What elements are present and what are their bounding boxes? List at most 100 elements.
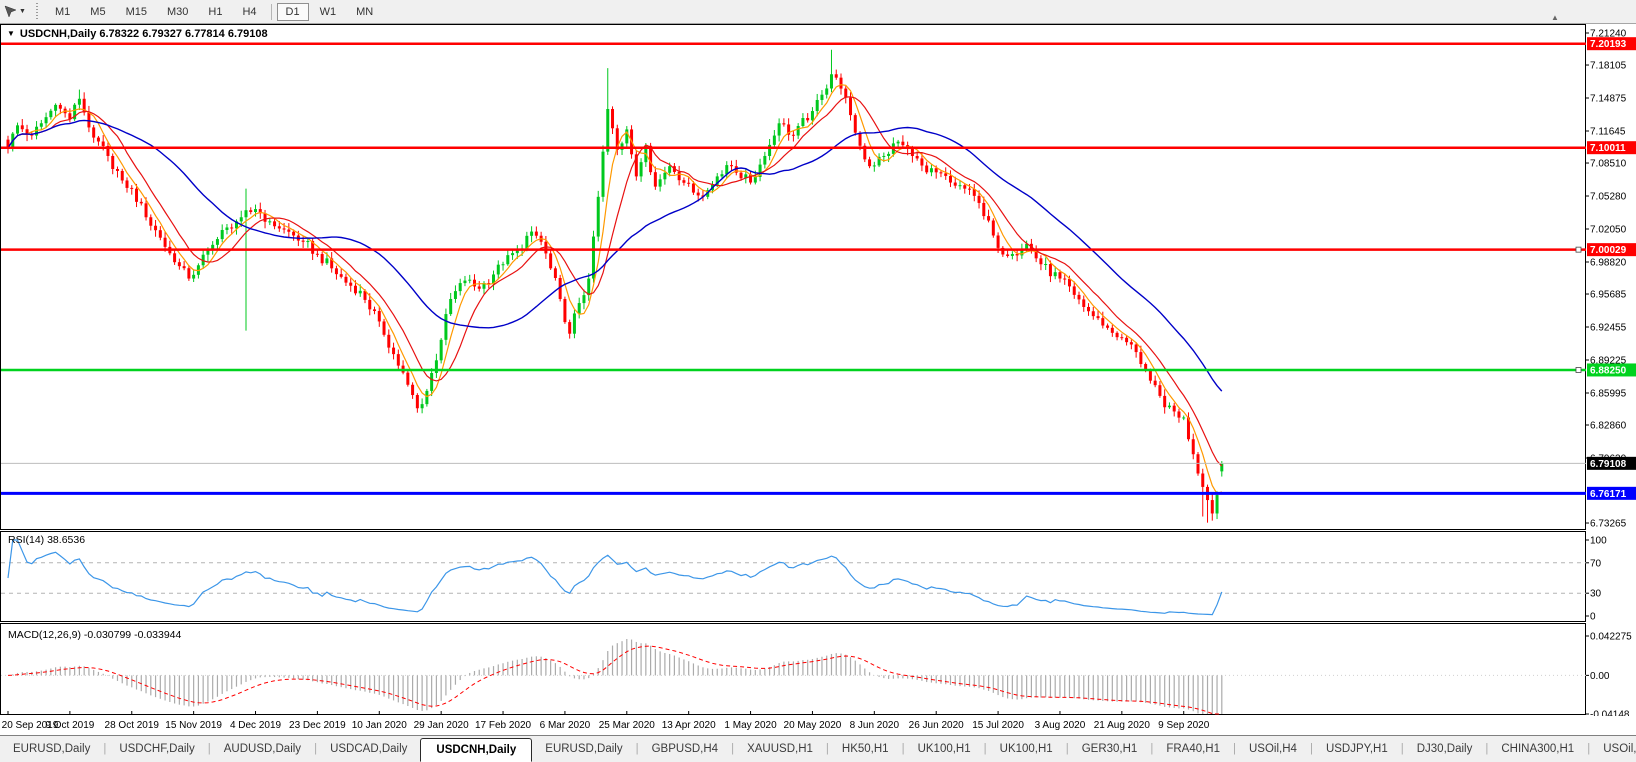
date-label: 28 Oct 2019 — [104, 720, 159, 731]
svg-text:7.20193: 7.20193 — [1590, 39, 1627, 50]
tab-audusd-daily[interactable]: AUDUSD,Daily — [223, 743, 302, 755]
cursor-icon — [4, 5, 17, 18]
cursor-dropdown-icon[interactable]: ▼ — [19, 8, 26, 15]
svg-text:7.18105: 7.18105 — [1590, 61, 1627, 72]
date-label: 17 Feb 2020 — [474, 720, 532, 731]
tab-separator: | — [103, 743, 107, 755]
tab-dj30-daily[interactable]: DJ30,Daily — [1416, 743, 1473, 755]
hlines-layer — [1, 42, 1586, 495]
svg-text:6.73265: 6.73265 — [1590, 519, 1627, 530]
svg-text:6.95685: 6.95685 — [1590, 290, 1627, 301]
tab-separator: | — [635, 743, 639, 755]
tab-separator: | — [1150, 743, 1154, 755]
price-axis: 7.21240 7.18105 7.14875 7.11645 7.08510 7.052… — [1586, 29, 1636, 530]
tab-separator: | — [825, 743, 829, 755]
svg-text:6.85995: 6.85995 — [1590, 388, 1627, 399]
svg-text:6.76171: 6.76171 — [1590, 489, 1627, 500]
svg-text:6.88250: 6.88250 — [1590, 365, 1627, 376]
tab-uk100-h1[interactable]: UK100,H1 — [999, 743, 1053, 755]
tab-separator: | — [731, 743, 735, 755]
tab-usoil-h4[interactable]: USOil,H4 — [1249, 743, 1297, 755]
svg-text:6.92455: 6.92455 — [1590, 323, 1627, 334]
date-label: 9 Sep 2020 — [1158, 720, 1210, 731]
toolbar-separator — [270, 3, 272, 20]
ma-mid-line — [7, 96, 1223, 467]
rsi-panel: 100 70 30 0 — [1, 536, 1607, 623]
tab-separator: | — [901, 743, 905, 755]
date-label: 29 Jan 2020 — [413, 720, 469, 731]
price-chart[interactable]: 7.21240 7.18105 7.14875 7.11645 7.08510 7.052… — [0, 24, 1636, 716]
date-label: 25 Mar 2020 — [598, 720, 655, 731]
tab-hk50-h1[interactable]: HK50,H1 — [841, 743, 889, 755]
date-label: 23 Dec 2019 — [289, 720, 346, 731]
tab-separator: | — [983, 743, 987, 755]
timeframe-button-h4[interactable]: H4 — [242, 5, 257, 18]
date-label: 20 Sep 2019 — [1, 720, 59, 731]
svg-text:7.10011: 7.10011 — [1590, 143, 1626, 154]
chart-panel — [0, 531, 1586, 622]
tab-usdcnh-daily[interactable]: USDCNH,Daily — [420, 737, 533, 762]
date-label: 3 Aug 2020 — [1034, 720, 1086, 731]
tab-separator: | — [1309, 743, 1313, 755]
chart-tab-bar: EURUSD,Daily | USDCHF,Daily | AUDUSD,Daily | U… — [0, 735, 1636, 762]
tab-eurusd-daily[interactable]: EURUSD,Daily — [13, 743, 91, 755]
tab-ger30-h1[interactable]: GER30,H1 — [1081, 743, 1138, 755]
tab-uk100-h1[interactable]: UK100,H1 — [917, 743, 971, 755]
svg-text:0: 0 — [1590, 612, 1596, 623]
date-label: 10 Jan 2020 — [351, 720, 407, 731]
chart-shift-marker-icon: ▲ — [1551, 13, 1559, 22]
tab-usoil-h1[interactable]: USOil,H1 — [1603, 743, 1636, 755]
svg-text:7.00029: 7.00029 — [1590, 245, 1627, 256]
tab-eurusd-daily[interactable]: EURUSD,Daily — [545, 743, 623, 755]
svg-text:7.08510: 7.08510 — [1590, 159, 1627, 170]
toolbar-grip[interactable] — [34, 2, 41, 21]
svg-text:7.14875: 7.14875 — [1590, 94, 1627, 105]
timeframe-button-d1[interactable]: D1 — [276, 2, 309, 21]
line-handle[interactable] — [1575, 367, 1582, 373]
svg-text:0.00: 0.00 — [1590, 671, 1610, 682]
date-axis: 20 Sep 2019 9 Oct 2019 28 Oct 2019 15 Nov 2… — [0, 716, 1636, 735]
date-label: 13 Apr 2020 — [661, 720, 716, 731]
tab-usdjpy-h1[interactable]: USDJPY,H1 — [1325, 743, 1388, 755]
tab-separator: | — [1485, 743, 1489, 755]
date-label: 4 Dec 2019 — [229, 720, 282, 731]
svg-text:6.98820: 6.98820 — [1590, 257, 1627, 268]
date-label: 15 Nov 2019 — [165, 720, 222, 731]
svg-text:7.21240: 7.21240 — [1590, 29, 1627, 40]
svg-text:100: 100 — [1590, 536, 1607, 547]
tab-fra40-h1[interactable]: FRA40,H1 — [1166, 743, 1220, 755]
timeframe-button-m5[interactable]: M5 — [90, 5, 106, 18]
macd-panel: 0.042275 0.00 -0.04148 — [1, 632, 1632, 717]
tab-separator: | — [314, 743, 318, 755]
tab-separator: | — [207, 743, 211, 755]
ma-slow-line — [7, 119, 1223, 392]
tab-gbpusd-h4[interactable]: GBPUSD,H4 — [651, 743, 719, 755]
line-handle[interactable] — [1575, 246, 1582, 253]
date-label: 21 Aug 2020 — [1093, 720, 1150, 731]
timeframe-button-h1[interactable]: H1 — [208, 5, 223, 18]
tab-separator: | — [1065, 743, 1069, 755]
tab-usdcad-daily[interactable]: USDCAD,Daily — [330, 743, 408, 755]
timeframe-button-m1[interactable]: M1 — [55, 5, 71, 18]
svg-text:6.79108: 6.79108 — [1590, 459, 1627, 470]
svg-text:6.89225: 6.89225 — [1590, 356, 1627, 367]
tab-usdchf-daily[interactable]: USDCHF,Daily — [119, 743, 195, 755]
timeframe-button-w1[interactable]: W1 — [319, 5, 337, 18]
timeframe-button-m15[interactable]: M15 — [125, 5, 147, 18]
svg-text:7.05280: 7.05280 — [1590, 192, 1627, 203]
cursor-tool-button[interactable]: ▼ — [0, 2, 30, 22]
tab-separator: | — [1233, 743, 1236, 755]
date-label: 1 May 2020 — [724, 720, 777, 731]
timeframe-button-m30[interactable]: M30 — [166, 5, 189, 18]
svg-text:30: 30 — [1590, 589, 1602, 600]
date-label: 9 Oct 2019 — [45, 720, 95, 731]
tab-china300-h1[interactable]: CHINA300,H1 — [1501, 743, 1575, 755]
svg-text:-0.04148: -0.04148 — [1590, 710, 1630, 717]
timeframe-button-mn[interactable]: MN — [356, 5, 374, 18]
tab-xauusd-h1[interactable]: XAUUSD,H1 — [747, 743, 813, 755]
svg-text:6.82860: 6.82860 — [1590, 421, 1627, 432]
date-label: 26 Jun 2020 — [908, 720, 964, 731]
tab-separator: | — [1400, 743, 1404, 755]
date-label: 15 Jul 2020 — [972, 720, 1024, 731]
